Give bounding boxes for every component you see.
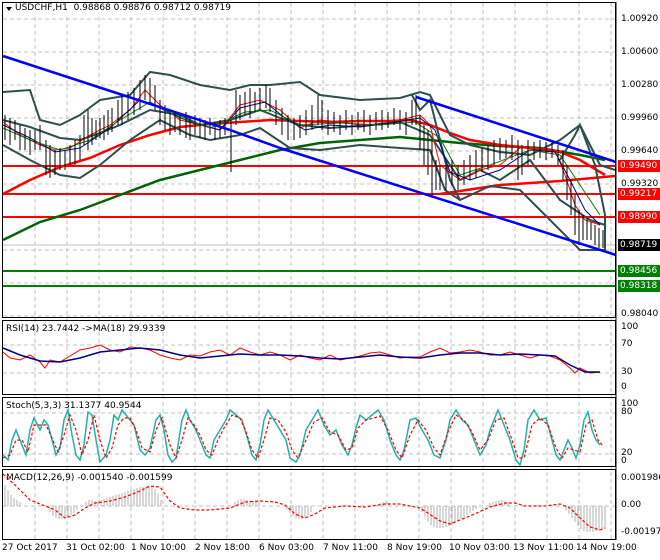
macd-signal-line xyxy=(2,473,606,531)
panel-borders xyxy=(2,2,617,540)
level-tag-red: 0.99217 xyxy=(618,188,660,200)
time-label: 27 Oct 2017 xyxy=(2,543,58,553)
price-tick: 0.99320 xyxy=(621,179,659,189)
time-label: 7 Nov 11:00 xyxy=(323,543,378,553)
last-price-tag: 0.98719 xyxy=(618,239,660,251)
price-bars xyxy=(4,75,604,248)
time-label: 13 Nov 11:00 xyxy=(513,543,574,553)
price-tick: 1.00280 xyxy=(621,80,659,90)
price-tick: 0.99640 xyxy=(621,146,659,156)
time-label: 10 Nov 03:00 xyxy=(449,543,510,553)
price-tick: 1.00600 xyxy=(621,47,659,57)
triangle-down-icon[interactable] xyxy=(6,7,12,11)
price-tick: 1.00920 xyxy=(621,14,659,24)
ma-fast-red xyxy=(2,89,601,226)
red-trendline[interactable] xyxy=(439,174,616,196)
time-label: 8 Nov 19:00 xyxy=(387,543,442,553)
ma-red-line xyxy=(2,118,606,196)
stoch-tick: 80 xyxy=(621,407,633,417)
time-label: 14 Nov 19:00 xyxy=(576,543,637,553)
time-label: 2 Nov 18:00 xyxy=(195,543,250,553)
channel-trendlines[interactable] xyxy=(2,54,617,257)
price-tick: 0.98040 xyxy=(621,309,659,319)
level-tag-green: 0.98456 xyxy=(618,265,660,277)
macd-tick: 0.001986 xyxy=(621,473,660,483)
stoch-label: Stoch(5,3,3) 31.1377 40.9544 xyxy=(6,401,142,411)
ohlc-values: 0.98868 0.98876 0.98712 0.98719 xyxy=(73,3,232,13)
level-tag-red: 0.99490 xyxy=(618,160,660,172)
time-label: 31 Oct 02:00 xyxy=(66,543,125,553)
rsi-tick: 100 xyxy=(621,322,639,332)
ma-mid-green xyxy=(2,101,601,216)
stoch-panel xyxy=(2,407,603,467)
level-tag-green: 0.98318 xyxy=(618,280,660,292)
stoch-tick: 20 xyxy=(621,448,633,458)
symbol-header: USDCHF,H1 0.98868 0.98876 0.98712 0.9871… xyxy=(15,3,232,14)
horizontal-levels[interactable] xyxy=(3,165,616,287)
rsi-label: RSI(14) 23.7442 ->MA(18) 29.9339 xyxy=(6,324,166,334)
level-tag-red: 0.98990 xyxy=(618,211,660,223)
symbol-label: USDCHF,H1 xyxy=(15,3,68,13)
macd-label: MACD(12,26,9) -0.001540 -0.001599 xyxy=(6,473,173,483)
bollinger-bands xyxy=(2,70,616,251)
rsi-tick: 0 xyxy=(621,382,627,392)
price-tick: 0.99960 xyxy=(621,113,659,123)
stoch-tick: 0 xyxy=(621,456,627,466)
rsi-tick: 30 xyxy=(621,367,633,377)
rsi-tick: 70 xyxy=(621,339,633,349)
time-label: 6 Nov 03:00 xyxy=(259,543,314,553)
rsi-panel xyxy=(2,344,601,374)
time-label: 1 Nov 10:00 xyxy=(131,543,186,553)
macd-tick: 0.00 xyxy=(621,500,642,510)
stoch-tick: 100 xyxy=(621,399,639,409)
